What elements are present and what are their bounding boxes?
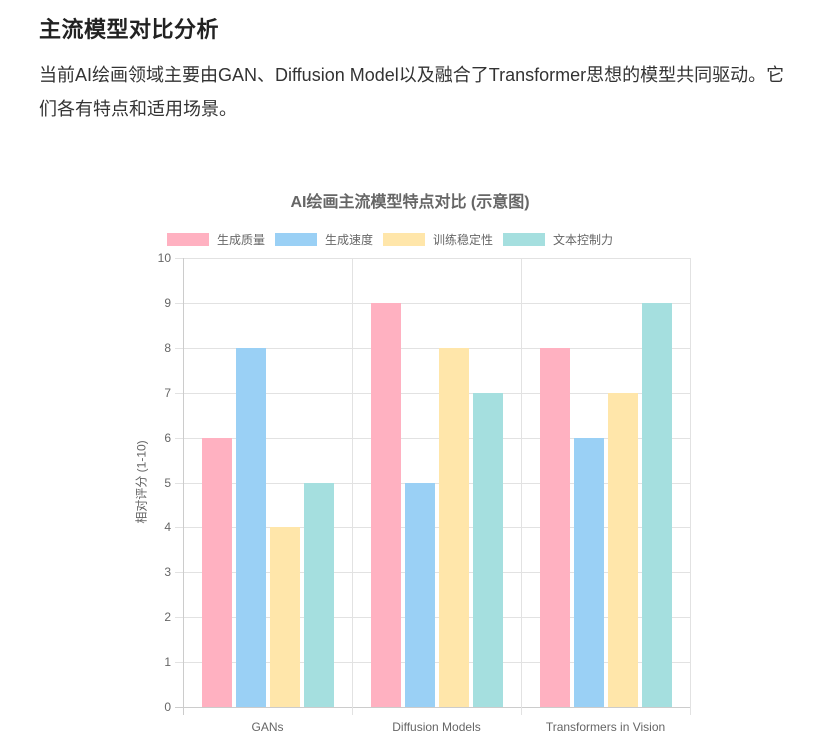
category-gridline	[352, 258, 353, 715]
bar[interactable]	[201, 437, 232, 707]
legend-label: 训练稳定性	[433, 233, 494, 247]
x-tick-label: Diffusion Models	[392, 720, 481, 734]
gridline	[175, 437, 690, 439]
gridline	[175, 707, 690, 708]
bar[interactable]	[607, 392, 638, 707]
y-tick-label: 6	[164, 430, 171, 445]
legend-swatch-speed	[275, 233, 318, 246]
bar[interactable]	[235, 347, 266, 707]
section-heading: 主流模型对比分析	[39, 17, 220, 42]
x-tick-label: GANs	[251, 720, 284, 734]
bar[interactable]	[303, 482, 334, 707]
y-tick-label: 4	[164, 520, 171, 535]
y-tick-label: 8	[164, 340, 171, 355]
y-tick-label: 5	[164, 475, 171, 490]
bar[interactable]	[539, 347, 570, 707]
legend-item-stability[interactable]: 训练稳定性	[383, 231, 493, 248]
category-gridline	[521, 258, 522, 715]
gridline	[175, 258, 690, 259]
bar[interactable]	[269, 527, 300, 707]
legend-label: 生成质量	[217, 233, 266, 247]
y-tick-label: 10	[157, 251, 171, 265]
legend-swatch-stability	[383, 233, 426, 246]
bar[interactable]	[573, 437, 604, 707]
bar[interactable]	[472, 392, 503, 707]
gridline	[175, 302, 690, 304]
legend-label: 生成速度	[325, 233, 374, 247]
y-tick-label: 0	[164, 700, 171, 714]
legend-swatch-quality	[167, 233, 209, 246]
plot-area: 0 1 2 3 4 5 6 7 8 9 10 GANs Diffusion Models Transfor…	[158, 251, 691, 734]
x-tick-label: Transformers in Vision	[545, 720, 666, 734]
y-tick-label: 3	[164, 565, 171, 580]
bar[interactable]	[438, 347, 469, 707]
chart-title: AI绘画主流模型特点对比 (示意图)	[290, 194, 530, 211]
section-paragraph: 当前AI绘画领域主要由GAN、Diffusion Model以及融合了Trans…	[39, 65, 785, 119]
legend-item-text-control[interactable]: 文本控制力	[503, 231, 613, 248]
y-tick-label: 9	[164, 295, 171, 310]
category-gridline	[690, 258, 691, 715]
bar[interactable]	[370, 302, 401, 707]
legend-item-speed[interactable]: 生成速度	[275, 231, 373, 248]
legend-item-quality[interactable]: 生成质量	[167, 231, 265, 248]
y-tick-label: 1	[164, 655, 171, 670]
legend-swatch-text-control	[503, 233, 546, 246]
bar[interactable]	[641, 302, 672, 707]
chart-legend: 生成质量 生成速度 训练稳定性 文本控制力	[167, 231, 623, 248]
y-tick-label: 7	[164, 385, 171, 400]
legend-label: 文本控制力	[553, 233, 614, 247]
y-tick-label: 2	[164, 610, 171, 625]
y-axis-line	[183, 258, 184, 715]
bar[interactable]	[404, 482, 435, 707]
gridline	[175, 347, 690, 349]
gridline	[175, 392, 690, 394]
